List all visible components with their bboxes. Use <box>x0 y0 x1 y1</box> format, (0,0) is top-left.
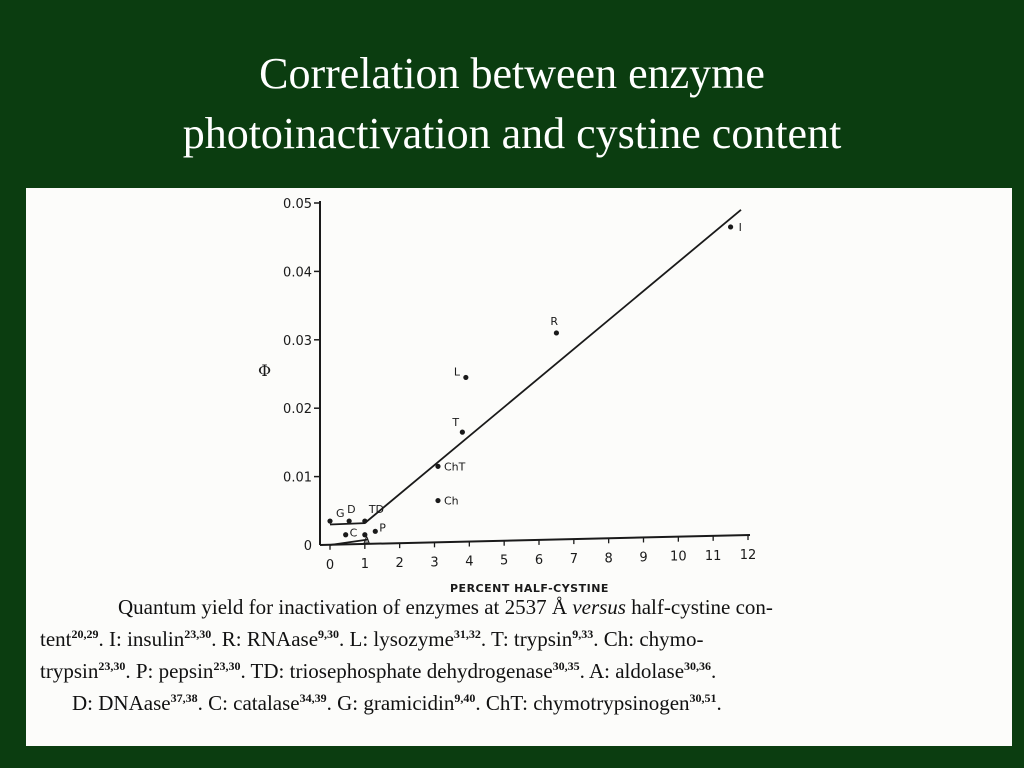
scanned-figure <box>26 188 1012 746</box>
data-point-label: ChT <box>444 460 466 473</box>
caption-line-1: Quantum yield for inactivation of enzyme… <box>118 595 773 619</box>
x-tick-label: 11 <box>705 549 722 564</box>
data-point-ch <box>435 497 441 504</box>
x-tick-label: 1 <box>361 557 369 572</box>
data-point-p <box>372 528 378 534</box>
x-tick-label: 6 <box>535 553 543 568</box>
data-point-cht <box>435 463 441 469</box>
x-tick-label: 7 <box>570 552 578 567</box>
data-point-r <box>553 330 560 336</box>
chart-ticks: 00.010.020.030.040.050 1 2 3 4 5 6 7 8 9 10 11 12 <box>283 197 756 573</box>
data-point-label: A <box>363 535 371 548</box>
data-point-label: P <box>379 521 386 534</box>
x-tick-label: 12 <box>740 548 757 563</box>
data-point-label: Ch <box>444 495 459 508</box>
x-tick-label: 5 <box>500 554 508 569</box>
figure-caption: Quantum yield for inactivation of enzyme… <box>40 594 990 717</box>
data-point-td <box>362 518 368 524</box>
data-point-a <box>362 532 368 538</box>
chart-points: I R L T ChT Ch G D TD CAP <box>327 221 742 548</box>
x-axis <box>319 534 751 546</box>
y-tick-label: 0.04 <box>283 265 312 280</box>
x-tick-label: 10 <box>670 550 687 565</box>
x-tick-label: 3 <box>430 555 438 570</box>
data-point-label: G <box>336 507 345 520</box>
data-point-t <box>459 429 465 435</box>
data-point-label: T <box>451 416 459 429</box>
chart-axes <box>319 201 751 546</box>
data-point-d <box>346 518 352 524</box>
data-point-label: L <box>454 365 461 378</box>
x-tick-label: 2 <box>396 556 404 571</box>
caption-line-3: trypsin23,30. P: pepsin23,30. TD: triose… <box>40 659 717 683</box>
chart-fit-lines <box>329 209 742 546</box>
fit-line <box>329 209 742 526</box>
caption-line-2: tent20,29. I: insulin23,30. R: RNAase9,3… <box>40 627 704 651</box>
data-point-label: I <box>739 221 742 234</box>
data-point-label: TD <box>368 503 384 516</box>
data-point-label: C <box>350 527 358 540</box>
x-tick-label: 8 <box>605 551 613 566</box>
data-point-c <box>343 532 349 538</box>
data-point-g <box>327 518 333 524</box>
y-tick-label: 0 <box>304 539 312 554</box>
x-axis-label: PERCENT HALF-CYSTINE <box>450 582 609 595</box>
slide-title: Correlation between enzyme photoinactiva… <box>0 44 1024 164</box>
slide-title-line-2: photoinactivation and cystine content <box>182 109 842 158</box>
y-tick-label: 0.02 <box>283 402 312 417</box>
y-tick-label: 0.01 <box>283 471 312 486</box>
data-point-label: D <box>347 503 355 516</box>
y-tick-label: 0.05 <box>283 197 312 212</box>
data-point-i <box>727 224 734 230</box>
caption-line-4: D: DNAase37,38. C: catalase34,39. G: gra… <box>72 691 722 715</box>
x-tick-label: 4 <box>465 555 473 570</box>
y-tick-label: 0.03 <box>283 334 312 349</box>
y-axis-label: Φ <box>258 361 271 380</box>
fit-line <box>329 538 369 546</box>
data-point-l <box>463 374 469 381</box>
x-tick-label: 9 <box>639 550 647 565</box>
data-point-label: R <box>550 315 558 328</box>
x-tick-label: 0 <box>326 558 334 573</box>
slide-title-line-1: Correlation between enzyme <box>259 49 765 98</box>
